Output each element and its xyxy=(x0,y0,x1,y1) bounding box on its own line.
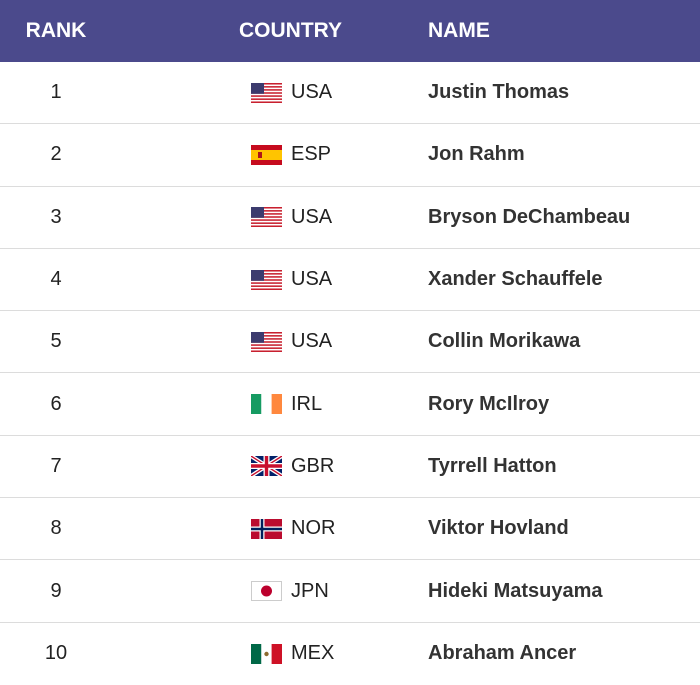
name-cell: Justin Thomas xyxy=(428,81,570,104)
rank-cell: 5 xyxy=(50,330,62,353)
country-cell: USA xyxy=(291,330,333,353)
flag xyxy=(251,187,282,248)
flag-icon xyxy=(251,145,282,165)
flag xyxy=(251,498,282,559)
flag xyxy=(251,436,282,497)
name-cell: Hideki Matsuyama xyxy=(428,579,603,602)
header-cell: COUNTRY xyxy=(239,19,343,42)
table-row: 5 USA Collin Morikawa xyxy=(0,311,700,374)
rank-cell: 10 xyxy=(44,642,68,665)
country-cell: NOR xyxy=(291,517,336,540)
header-cell: RANK xyxy=(25,19,87,42)
name-cell: Jon Rahm xyxy=(428,143,525,166)
flag-icon xyxy=(251,207,282,227)
table-row: 6 IRL Rory McIlroy xyxy=(0,374,700,436)
rank-cell: 1 xyxy=(50,81,62,104)
name-cell: Collin Morikawa xyxy=(428,330,581,353)
rank-cell: 3 xyxy=(50,205,62,228)
flag xyxy=(251,249,282,310)
flag xyxy=(251,124,282,185)
flag xyxy=(251,311,282,372)
rank-cell: 9 xyxy=(50,579,62,602)
table-row: 1 USA Justin Thomas xyxy=(0,62,700,125)
table-row: 8 NOR Viktor Hovland xyxy=(0,498,700,561)
name-cell: Abraham Ancer xyxy=(428,642,577,665)
name-cell: Tyrrell Hatton xyxy=(428,454,557,477)
country-cell: USA xyxy=(291,268,333,291)
name-cell: Bryson DeChambeau xyxy=(428,205,631,228)
flag-icon xyxy=(251,644,282,664)
rank-cell: 2 xyxy=(50,143,62,166)
flag xyxy=(251,374,282,435)
flag-icon xyxy=(251,270,282,290)
country-cell: IRL xyxy=(291,392,323,415)
country-cell: USA xyxy=(291,205,333,228)
flag-icon xyxy=(251,519,282,539)
table-row: 10 MEX Abraham Ancer xyxy=(0,623,700,685)
rank-cell: 8 xyxy=(50,517,62,540)
flag xyxy=(251,623,282,685)
table-row: 3 USA Bryson DeChambeau xyxy=(0,187,700,249)
country-cell: ESP xyxy=(291,143,332,166)
flag-icon xyxy=(251,332,282,352)
rank-cell: 6 xyxy=(50,392,62,415)
table-row: 4 USA Xander Schauffele xyxy=(0,249,700,312)
table-row: 7 GBR Tyrrell Hatton xyxy=(0,436,700,499)
header-cell: NAME xyxy=(428,19,490,42)
flag-icon xyxy=(251,83,282,103)
flag xyxy=(251,62,282,123)
flag xyxy=(251,560,282,621)
table-row: 2 ESP Jon Rahm xyxy=(0,124,700,187)
country-cell: MEX xyxy=(291,642,335,665)
country-cell: JPN xyxy=(291,579,329,602)
table-header: RANK COUNTRY NAME xyxy=(0,0,700,62)
country-cell: GBR xyxy=(291,454,335,477)
flag-icon xyxy=(251,581,282,601)
rank-cell: 7 xyxy=(50,454,62,477)
flag-icon xyxy=(251,394,282,414)
table-row: 9 JPN Hideki Matsuyama xyxy=(0,560,700,623)
country-cell: USA xyxy=(291,81,333,104)
name-cell: Viktor Hovland xyxy=(428,517,569,540)
name-cell: Rory McIlroy xyxy=(428,392,550,415)
flag-icon xyxy=(251,456,282,476)
name-cell: Xander Schauffele xyxy=(428,268,603,291)
rank-cell: 4 xyxy=(50,268,62,291)
